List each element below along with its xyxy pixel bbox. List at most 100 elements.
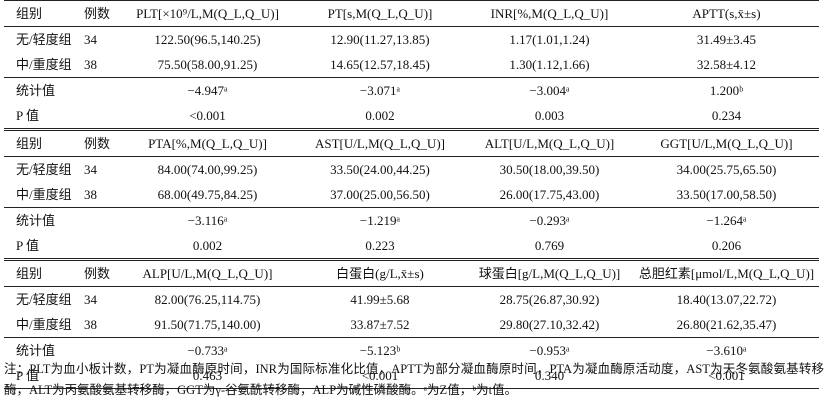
- empty-cell: [82, 103, 120, 130]
- column-header: ALT[U/L,M(Q_L,Q_U)]: [465, 128, 634, 157]
- data-cell: 14.65(12.57,18.45): [330, 57, 430, 72]
- p-value: 0.769: [534, 238, 565, 253]
- data-cell: 18.40(13.07,22.72): [634, 286, 819, 312]
- data-row: 无/轻度组 34 122.50(96.5,140.25) 12.90(11.27,13…: [4, 26, 819, 52]
- p-value: 0.002: [365, 108, 395, 123]
- table-footnote: 注：PLT为血小板计数，PT为凝血酶原时间，INR为国际标准化比值，APTT为部…: [4, 362, 824, 397]
- column-header: 总胆红素[μmol/L,M(Q_L,Q_U)]: [634, 258, 819, 287]
- data-cell: 82.00(76.25,114.75): [120, 286, 295, 312]
- data-cell: 75.50(58.00,91.25): [157, 57, 258, 72]
- p-value: 0.003: [534, 108, 565, 123]
- data-cell: 33.50(24.00,44.25): [295, 156, 465, 182]
- p-value: 0.002: [192, 238, 223, 253]
- column-header: PTA[%,M(Q_L,Q_U)]: [120, 128, 295, 157]
- p-value: 0.206: [711, 238, 742, 253]
- group-name: 无/轻度组: [4, 286, 82, 312]
- data-cell: 32.58±4.12: [696, 57, 757, 72]
- data-cell: 31.49±3.45: [634, 26, 819, 52]
- data-cell: 84.00(74.00,99.25): [120, 156, 295, 182]
- statistic-value: −3.004ᵃ: [465, 77, 634, 103]
- case-count: 34: [82, 286, 120, 312]
- data-cell: 1.17(1.01,1.24): [465, 26, 634, 52]
- data-cell: 91.50(71.75,140.00): [154, 317, 261, 332]
- data-row: 中/重度组 38 68.00(49.75,84.25) 37.00(25.00,56.…: [4, 182, 819, 208]
- data-cell: 122.50(96.5,140.25): [120, 26, 295, 52]
- p-value-label: P 值: [16, 108, 39, 123]
- p-value-row: P 值 <0.001 0.002 0.003 0.234: [4, 103, 819, 130]
- p-value-label: P 值: [16, 238, 39, 253]
- statistic-value: 1.200ᵇ: [634, 77, 819, 103]
- case-count: 34: [82, 156, 120, 182]
- statistic-value: −0.953ᵃ: [465, 337, 634, 363]
- column-header: 球蛋白[g/L,M(Q_L,Q_U)]: [465, 258, 634, 287]
- data-cell: 41.99±5.68: [295, 286, 465, 312]
- statistic-value: −0.733ᵃ: [120, 337, 295, 363]
- p-value-label: P 值: [4, 363, 82, 389]
- statistic-label: 统计值: [4, 77, 82, 103]
- column-header: ALP[U/L,M(Q_L,Q_U)]: [120, 258, 295, 287]
- statistic-value: −1.219ᵃ: [295, 207, 465, 233]
- data-row: 无/轻度组 34 82.00(76.25,114.75) 41.99±5.68 28.7…: [4, 286, 819, 312]
- group-name: 无/轻度组: [4, 26, 82, 52]
- column-header: 例数: [82, 128, 120, 157]
- data-row: 无/轻度组 34 84.00(74.00,99.25) 33.50(24.00,44.…: [4, 156, 819, 182]
- p-value: 0.463: [120, 363, 295, 389]
- data-cell: 33.87±7.52: [350, 317, 410, 332]
- column-header: 组别: [4, 258, 82, 287]
- empty-cell: [82, 363, 120, 389]
- header-row: 组别 例数 PTA[%,M(Q_L,Q_U)] AST[U/L,M(Q_L,Q_U)]…: [4, 128, 819, 157]
- statistic-value: −3.071ᵃ: [295, 77, 465, 103]
- statistic-value: −5.123ᵇ: [295, 337, 465, 363]
- empty-cell: [82, 207, 120, 233]
- empty-cell: [82, 77, 120, 103]
- statistic-value: −1.264ᵃ: [634, 207, 819, 233]
- p-value: 0.234: [711, 108, 742, 123]
- column-header: 白蛋白(g/L,x̄±s): [295, 258, 465, 287]
- column-header: PLT[×10⁹/L,M(Q_L,Q_U)]: [120, 0, 295, 27]
- column-header: 例数: [82, 258, 120, 287]
- data-cell: 33.50(17.00,58.50): [676, 187, 777, 202]
- empty-cell: [82, 233, 120, 260]
- column-header: INR[%,M(Q_L,Q_U)]: [465, 0, 634, 27]
- empty-cell: [82, 337, 120, 363]
- case-count: 38: [84, 317, 97, 332]
- statistic-label: 统计值: [4, 337, 82, 363]
- header-row: 组别 例数 ALP[U/L,M(Q_L,Q_U)] 白蛋白(g/L,x̄±s) 球蛋白[…: [4, 258, 819, 287]
- group-name: 无/轻度组: [4, 156, 82, 182]
- statistic-value: −0.293ᵃ: [465, 207, 634, 233]
- statistic-row: 统计值 −0.733ᵃ −5.123ᵇ −0.953ᵃ −3.610ᵃ: [4, 337, 819, 363]
- data-row: 中/重度组 38 91.50(71.75,140.00) 33.87±7.52 29.8…: [4, 312, 819, 338]
- p-value-row: P 值 0.463 <0.001 0.340 <0.001: [4, 363, 819, 389]
- column-header: GGT[U/L,M(Q_L,Q_U)]: [634, 128, 819, 157]
- data-cell: 26.80(21.62,35.47): [676, 317, 777, 332]
- statistic-row: 统计值 −3.116ᵃ −1.219ᵃ −0.293ᵃ −1.264ᵃ: [4, 207, 819, 233]
- column-header: PT[s,M(Q_L,Q_U)]: [295, 0, 465, 27]
- case-count: 38: [84, 187, 97, 202]
- p-value: <0.001: [634, 363, 819, 389]
- group-name: 中/重度组: [16, 57, 72, 72]
- column-header: 例数: [82, 0, 120, 27]
- statistic-value: −4.947ᵃ: [120, 77, 295, 103]
- p-value: 0.223: [365, 238, 395, 253]
- data-cell: 28.75(26.87,30.92): [465, 286, 634, 312]
- statistic-label: 统计值: [4, 207, 82, 233]
- column-header: 组别: [4, 128, 82, 157]
- data-cell: 29.80(27.10,32.42): [499, 317, 600, 332]
- p-value: <0.001: [189, 108, 226, 123]
- data-cell: 30.50(18.00,39.50): [465, 156, 634, 182]
- p-value: 0.340: [465, 363, 634, 389]
- column-header: AST[U/L,M(Q_L,Q_U)]: [295, 128, 465, 157]
- data-cell: 68.00(49.75,84.25): [157, 187, 258, 202]
- header-row: 组别 例数 PLT[×10⁹/L,M(Q_L,Q_U)] PT[s,M(Q_L,Q_U…: [4, 0, 819, 27]
- p-value: <0.001: [295, 363, 465, 389]
- data-table: 组别 例数 PLT[×10⁹/L,M(Q_L,Q_U)] PT[s,M(Q_L,Q_U…: [4, 0, 819, 389]
- statistic-value: −3.610ᵃ: [634, 337, 819, 363]
- statistic-value: −3.116ᵃ: [120, 207, 295, 233]
- group-name: 中/重度组: [16, 187, 72, 202]
- data-cell: 26.00(17.75,43.00): [499, 187, 600, 202]
- group-name: 中/重度组: [16, 317, 72, 332]
- data-cell: 1.30(1.12,1.66): [509, 57, 590, 72]
- data-row: 中/重度组 38 75.50(58.00,91.25) 14.65(12.57,18.…: [4, 52, 819, 78]
- data-cell: 34.00(25.75,65.50): [634, 156, 819, 182]
